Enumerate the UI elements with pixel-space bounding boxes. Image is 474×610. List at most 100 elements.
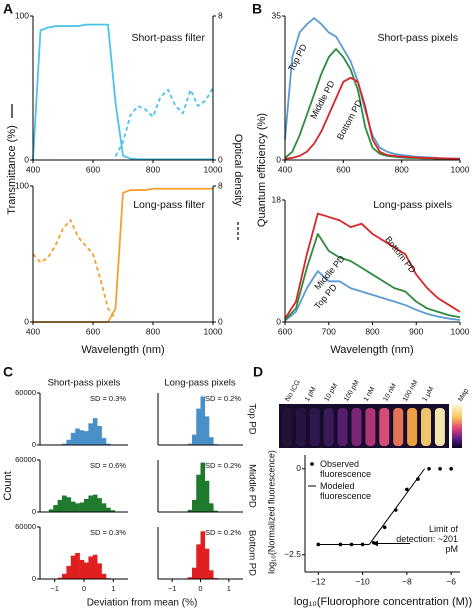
- histogram-bar: [192, 567, 197, 579]
- x-tick-label: 1: [227, 584, 231, 593]
- chart-title: Short-pass pixels: [48, 378, 121, 389]
- histogram-bar: [204, 548, 210, 579]
- tube: [351, 408, 362, 446]
- x-tick-label: 700: [322, 326, 336, 336]
- chart-title: Short-pass pixels: [377, 32, 458, 44]
- x-tick-label: 800: [146, 164, 160, 174]
- y-tick-label: 0: [276, 154, 281, 164]
- panel-label: B: [252, 1, 262, 17]
- sd-label: SD = 0.6%: [90, 461, 126, 470]
- data-point: [371, 540, 376, 545]
- tube: [379, 408, 390, 446]
- histogram-bar: [204, 480, 210, 512]
- histogram-bar: [75, 553, 80, 579]
- histogram-bar: [106, 507, 111, 512]
- y-tick-label: 35: [272, 10, 282, 20]
- x-tick-label: −10: [355, 576, 370, 586]
- histogram-bar: [187, 509, 193, 512]
- model-line: [318, 468, 425, 545]
- y2-tick-label: 8: [218, 180, 223, 190]
- histogram-bar: [97, 498, 102, 512]
- y-tick-label: −2.5: [284, 549, 301, 559]
- histogram-bar: [75, 428, 80, 445]
- y-tick-label: 0: [276, 316, 281, 326]
- histogram-bar: [187, 577, 193, 579]
- y-tick-label: 60000: [15, 388, 36, 397]
- histogram-bar: [101, 573, 107, 579]
- series-line: [284, 48, 461, 161]
- tube: [309, 408, 320, 446]
- x-tick-label: 900: [409, 326, 423, 336]
- y-tick-label: 60000: [15, 455, 36, 464]
- histogram-bar: [57, 499, 63, 512]
- histogram-bar: [97, 425, 102, 445]
- data-point: [427, 466, 431, 471]
- histogram-bar: [88, 423, 94, 445]
- histogram-bar: [62, 443, 67, 445]
- x-tick-label: 600: [278, 326, 292, 336]
- histogram-bar: [192, 434, 197, 445]
- histogram-bar: [66, 439, 72, 445]
- row-label: Top PD: [246, 403, 257, 434]
- histogram-bar: [66, 566, 72, 579]
- x-tick-label: 800: [365, 326, 379, 336]
- row-label: Bottom PD: [246, 530, 257, 576]
- histogram-bar: [101, 438, 107, 445]
- tube: [365, 408, 376, 446]
- tube-label: 100 nM: [402, 379, 420, 403]
- histogram-bar: [79, 559, 85, 579]
- panel-label: C: [3, 364, 13, 380]
- x-tick-label: 0: [82, 584, 86, 593]
- histogram-bar: [92, 554, 98, 579]
- sd-label: SD = 0.2%: [205, 394, 241, 403]
- histogram-bar: [209, 570, 214, 579]
- histogram-bar: [196, 544, 201, 579]
- histogram-bar: [88, 556, 94, 579]
- tube: [421, 408, 431, 446]
- histogram-bar: [192, 499, 197, 512]
- histogram-bar: [110, 510, 116, 512]
- histogram-bar: [196, 408, 201, 445]
- y-axis-label: Count: [2, 471, 14, 500]
- histogram-bar: [200, 531, 206, 579]
- x-tick-label: 1000: [204, 326, 223, 336]
- y-axis-label: Transmittance (%): [6, 125, 18, 214]
- histogram-bar: [75, 503, 80, 512]
- chart-title: Long-pass pixels: [373, 199, 452, 211]
- series-line: [284, 232, 461, 321]
- x-tick-label: 800: [146, 326, 160, 336]
- x-axis-label: log₁₀(Fluorophore concentration (M)): [294, 596, 472, 608]
- series-line: [32, 219, 117, 320]
- y-tick-label: 0: [296, 463, 301, 473]
- y-tick-label: 100: [15, 10, 29, 20]
- histogram-bar: [213, 577, 218, 579]
- chart-title: Short-pass filter: [131, 32, 205, 44]
- tube: [434, 408, 445, 446]
- x-axis-label: Wavelength (nm): [81, 344, 164, 356]
- y-tick-label: 18: [272, 194, 282, 204]
- x-axis-label: Deviation from mean (%): [87, 598, 198, 609]
- y-tick-label: 0: [32, 440, 36, 449]
- histogram-bar: [106, 443, 111, 445]
- histogram-bar: [97, 563, 102, 579]
- colormap-bar: [452, 404, 462, 448]
- series-line: [284, 270, 461, 322]
- x-tick-label: −12: [311, 576, 326, 586]
- histogram-bar: [79, 502, 85, 512]
- histogram-bar: [62, 495, 67, 512]
- x-axis-label: Wavelength (nm): [330, 344, 413, 356]
- histogram-bar: [84, 431, 89, 445]
- tube-label: No ICG: [284, 379, 302, 403]
- histogram-bar: [79, 430, 85, 445]
- legend-label: Observed fluorescence: [320, 459, 372, 479]
- y-tick-label: 0: [32, 507, 36, 516]
- series-label: Bottom PD: [335, 98, 364, 142]
- histogram-bar: [53, 505, 58, 512]
- data-point: [438, 466, 442, 471]
- x-tick-label: 1: [111, 584, 115, 593]
- series-line: [32, 23, 213, 161]
- legend-swatch: [310, 462, 314, 466]
- x-tick-label: 600: [86, 326, 100, 336]
- row-label: Middle PD: [246, 464, 257, 508]
- histogram-bar: [84, 562, 89, 579]
